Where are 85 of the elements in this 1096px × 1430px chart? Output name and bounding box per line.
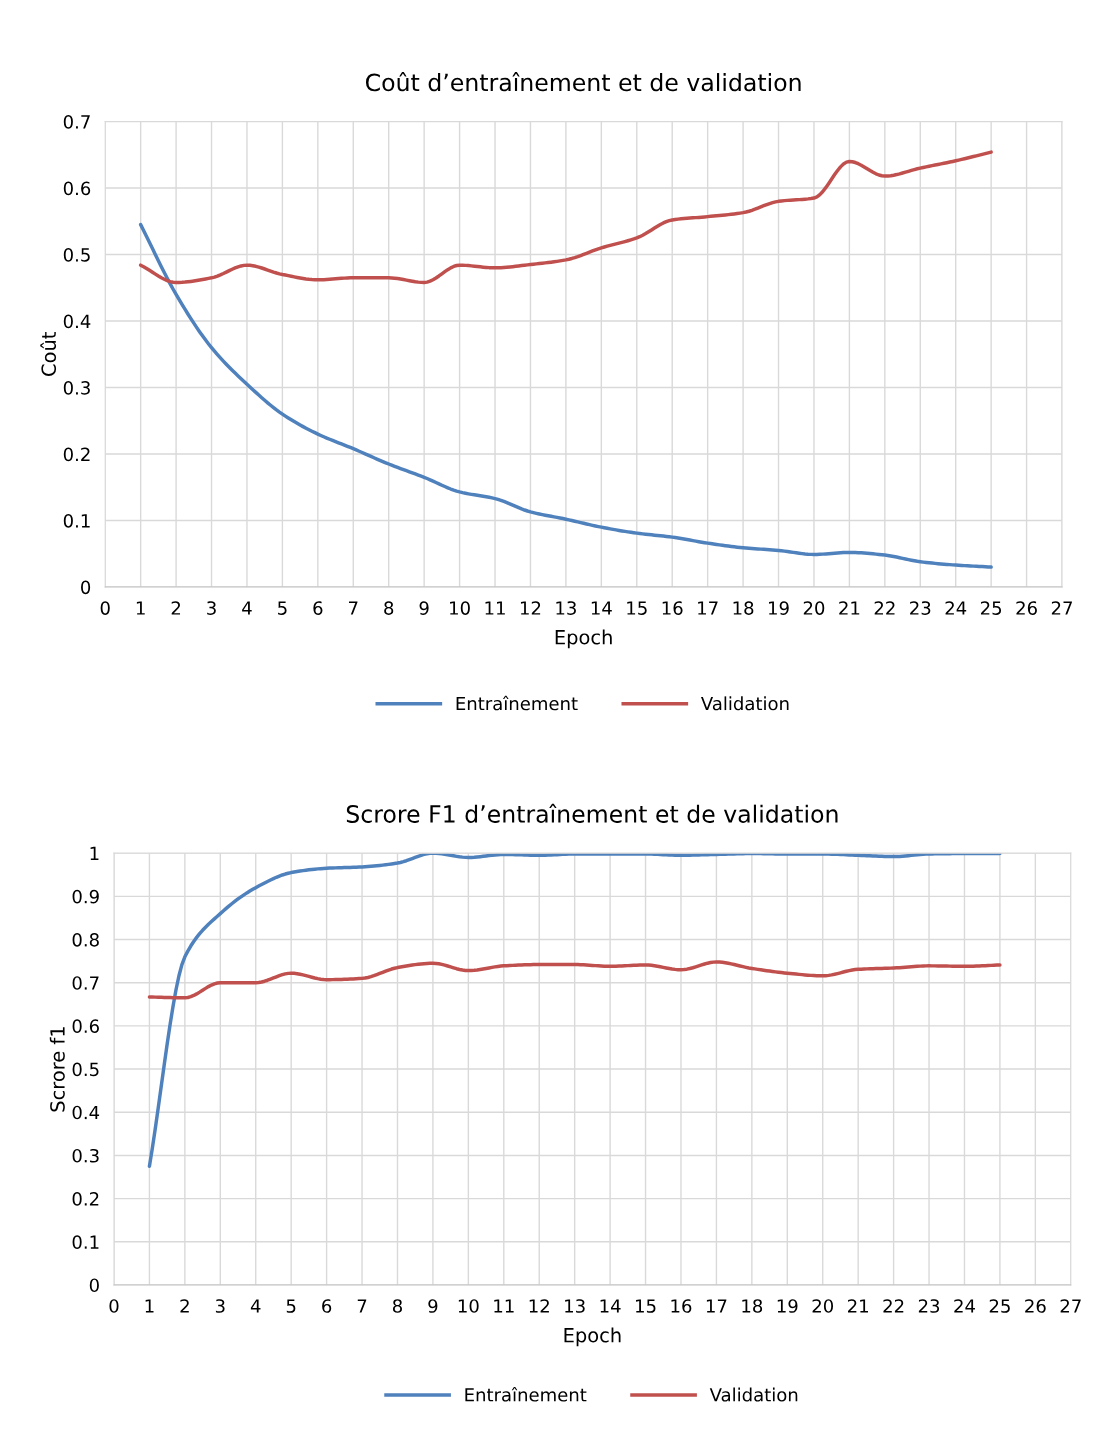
x-tick-label: 14	[600, 1299, 621, 1313]
x-tick-label: 16	[662, 601, 683, 615]
x-tick-label: 5	[286, 1299, 296, 1313]
x-tick-label: 15	[636, 1299, 656, 1313]
legend-label: Entraînement	[465, 1386, 587, 1402]
x-tick-label: 8	[392, 1299, 402, 1313]
x-tick-label: 25	[989, 1299, 1010, 1313]
x-tick-label: 1	[136, 601, 145, 615]
x-tick-label: 4	[242, 601, 252, 615]
x-tick-label: 10	[458, 1299, 479, 1313]
y-tick-label: 0	[89, 1278, 99, 1293]
x-tick-label: 18	[742, 1299, 763, 1313]
legend-label: Validation	[700, 696, 789, 711]
x-tick-label: 14	[591, 601, 612, 615]
chart-title: Scrore F1 d’entraînement et de validation	[346, 803, 838, 823]
y-tick-label: 0.7	[63, 115, 90, 129]
x-tick-label: 25	[980, 601, 1002, 615]
x-tick-label: 2	[171, 601, 181, 615]
x-tick-label: 3	[215, 1299, 225, 1313]
x-tick-label: 22	[874, 601, 895, 615]
x-tick-label: 17	[706, 1299, 727, 1313]
x-tick-label: 0	[100, 601, 110, 615]
x-tick-label: 12	[529, 1299, 549, 1313]
x-axis-title: Epoch	[564, 1327, 621, 1347]
x-tick-label: 6	[322, 1299, 332, 1313]
y-axis-title: Scrore f1	[49, 1027, 65, 1112]
x-tick-label: 27	[1051, 601, 1072, 615]
x-tick-label: 9	[419, 601, 429, 615]
x-tick-label: 9	[428, 1299, 438, 1313]
x-tick-label: 21	[848, 1299, 868, 1313]
y-tick-label: 0.3	[72, 1148, 99, 1163]
y-tick-label: 1	[90, 846, 99, 860]
chart-title: Coût d’entraînement et de validation	[365, 72, 801, 92]
x-tick-label: 26	[1025, 1299, 1046, 1313]
y-tick-label: 0.2	[72, 1192, 99, 1206]
y-tick-label: 0.5	[63, 248, 90, 262]
x-tick-label: 6	[313, 601, 323, 615]
x-tick-label: 3	[207, 601, 216, 615]
x-tick-label: 24	[945, 601, 967, 615]
y-tick-label: 0.9	[72, 889, 99, 904]
x-tick-label: 13	[556, 601, 576, 615]
x-tick-label: 13	[565, 1299, 585, 1313]
y-tick-label: 0.7	[72, 976, 99, 990]
x-tick-label: 17	[698, 601, 718, 615]
x-tick-label: 19	[769, 601, 789, 615]
x-tick-label: 12	[520, 601, 541, 615]
x-tick-label: 4	[250, 1299, 261, 1313]
x-tick-label: 5	[278, 601, 287, 615]
y-tick-label: 0.4	[63, 314, 91, 329]
x-tick-label: 11	[494, 1299, 514, 1313]
x-tick-label: 21	[839, 601, 860, 615]
y-tick-label: 0.3	[63, 380, 90, 395]
x-tick-label: 7	[357, 1299, 367, 1313]
y-tick-label: 0.6	[63, 181, 91, 196]
x-tick-label: 0	[109, 1299, 119, 1313]
y-tick-label: 0.1	[63, 513, 90, 528]
x-tick-label: 8	[384, 601, 394, 615]
x-tick-label: 7	[349, 601, 358, 615]
y-tick-label: 0.5	[72, 1062, 99, 1077]
x-tick-label: 26	[1016, 601, 1037, 615]
x-tick-label: 2	[180, 1299, 189, 1313]
x-tick-label: 23	[918, 1299, 940, 1313]
y-tick-label: 0.1	[72, 1235, 99, 1249]
y-tick-label: 0.6	[72, 1019, 99, 1033]
x-tick-label: 20	[803, 601, 825, 615]
legend-label: Entraînement	[456, 695, 578, 711]
y-tick-label: 0.8	[72, 932, 99, 947]
x-tick-label: 27	[1060, 1299, 1081, 1313]
y-tick-label: 0.4	[72, 1105, 100, 1120]
x-tick-label: 10	[450, 601, 470, 615]
y-tick-label: 0	[81, 580, 91, 595]
x-tick-label: 1	[145, 1299, 154, 1313]
x-tick-label: 16	[671, 1299, 692, 1313]
x-axis-title: Epoch	[555, 629, 612, 649]
x-tick-label: 23	[910, 601, 931, 615]
x-tick-label: 18	[733, 601, 754, 615]
x-tick-label: 11	[485, 601, 505, 615]
y-tick-label: 0.2	[63, 447, 90, 462]
x-tick-label: 22	[883, 1299, 904, 1313]
x-tick-label: 20	[812, 1299, 834, 1313]
x-tick-label: 15	[627, 601, 647, 615]
y-axis-title: Coût	[40, 332, 57, 376]
x-tick-label: 19	[777, 1299, 798, 1313]
x-tick-label: 24	[954, 1299, 975, 1313]
legend-label: Validation	[709, 1387, 798, 1402]
